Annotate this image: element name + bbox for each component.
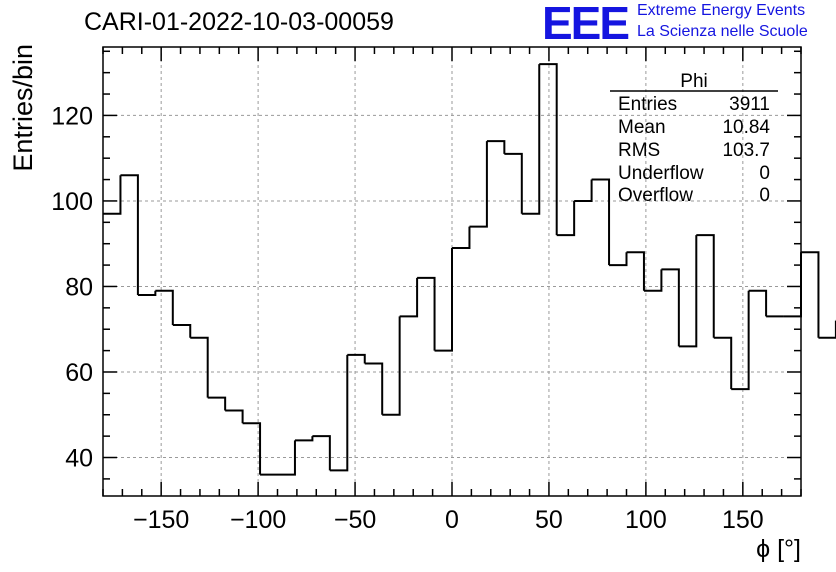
x-tick-label: 50 [535,506,563,534]
histogram-bin-33 [678,235,698,348]
chart-title: CARI-01-2022-10-03-00059 [84,8,394,36]
histogram-bin-22 [486,140,506,154]
logo-subtitle-2: La Scienza nelle Scuole [637,23,808,40]
y-tick-label: 100 [51,188,93,216]
x-tick-label: 100 [625,506,667,534]
histogram-bin-19 [434,247,453,352]
histogram-bin-41 [818,320,836,339]
x-tick-label: 0 [445,506,459,534]
y-tick-label: 80 [65,273,93,301]
histogram-bin-24 [521,64,541,215]
histogram-bin-20 [452,226,471,249]
stats-mean-value: 10.84 [722,117,770,138]
stats-entries-label: Entries [618,94,677,115]
histogram-bin-37 [748,289,768,317]
histogram-bin-3 [155,289,174,325]
histogram-bin-29 [609,252,628,267]
x-axis-label: ϕ [°] [756,535,801,563]
stats-overflow-value: 0 [759,185,770,206]
stats-box: Phi Entries 3911 Mean 10.84 RMS 103.7 Un… [610,71,778,206]
histogram-bin-10 [277,440,296,476]
histogram-bin-34 [696,234,715,338]
histogram-bin-12 [312,435,331,471]
y-tick-label: 120 [51,102,93,130]
y-tick-label: 40 [65,445,93,473]
histogram-bin-39 [783,252,802,318]
stats-overflow-label: Overflow [618,185,693,206]
histogram-bars [103,63,836,476]
y-axis-label: Entries/bin [8,44,38,172]
histogram-bin-0 [103,175,122,215]
x-tick-label: −150 [133,506,189,534]
stats-underflow-label: Underflow [618,163,704,184]
histogram-bin-13 [329,354,349,472]
histogram-bin-4 [172,323,192,338]
histogram-bin-21 [469,141,488,228]
histogram-bin-5 [190,336,209,398]
histogram-bin-8 [242,422,262,475]
y-tick-label: 60 [65,359,93,387]
stats-entries-value: 3911 [729,94,770,115]
histogram-bin-31 [643,269,663,292]
stats-mean-label: Mean [618,117,666,138]
histogram-bin-2 [137,290,157,297]
histogram-bin-18 [417,276,436,351]
histogram-bin-36 [731,290,750,391]
tick-labels: −150 −100 −50 0 50 100 150 40 60 80 100 120 [51,102,763,534]
x-tick-label: −50 [334,506,376,534]
stats-rms-value: 103.7 [722,140,770,161]
x-tick-label: 150 [722,506,764,534]
eee-logo: EEE [542,0,630,49]
histogram-bin-17 [399,277,419,318]
histogram-bin-14 [347,353,366,364]
stats-title: Phi [680,71,707,92]
histogram-bin-15 [364,362,384,415]
histogram-bin-32 [661,268,680,347]
histogram-bin-16 [382,316,401,416]
logo-subtitle-1: Extreme Energy Events [637,2,806,19]
stats-underflow-value: 0 [759,163,770,184]
histogram-bin-25 [539,63,558,236]
x-tick-label: −100 [230,506,286,534]
axis-ticks [102,47,802,496]
histogram-bin-30 [626,251,645,291]
histogram-bin-35 [713,336,733,390]
histogram-bin-11 [294,436,314,442]
histogram-bin-28 [591,178,611,266]
histogram-bin-27 [574,179,593,202]
histogram-bin-1 [120,174,139,296]
histogram-bin-7 [225,409,244,424]
stats-rms-label: RMS [618,140,660,161]
histogram-bin-6 [207,396,227,411]
histogram-bin-40 [801,251,820,338]
histogram-bin-26 [556,200,576,237]
histogram-bin-23 [504,152,523,214]
